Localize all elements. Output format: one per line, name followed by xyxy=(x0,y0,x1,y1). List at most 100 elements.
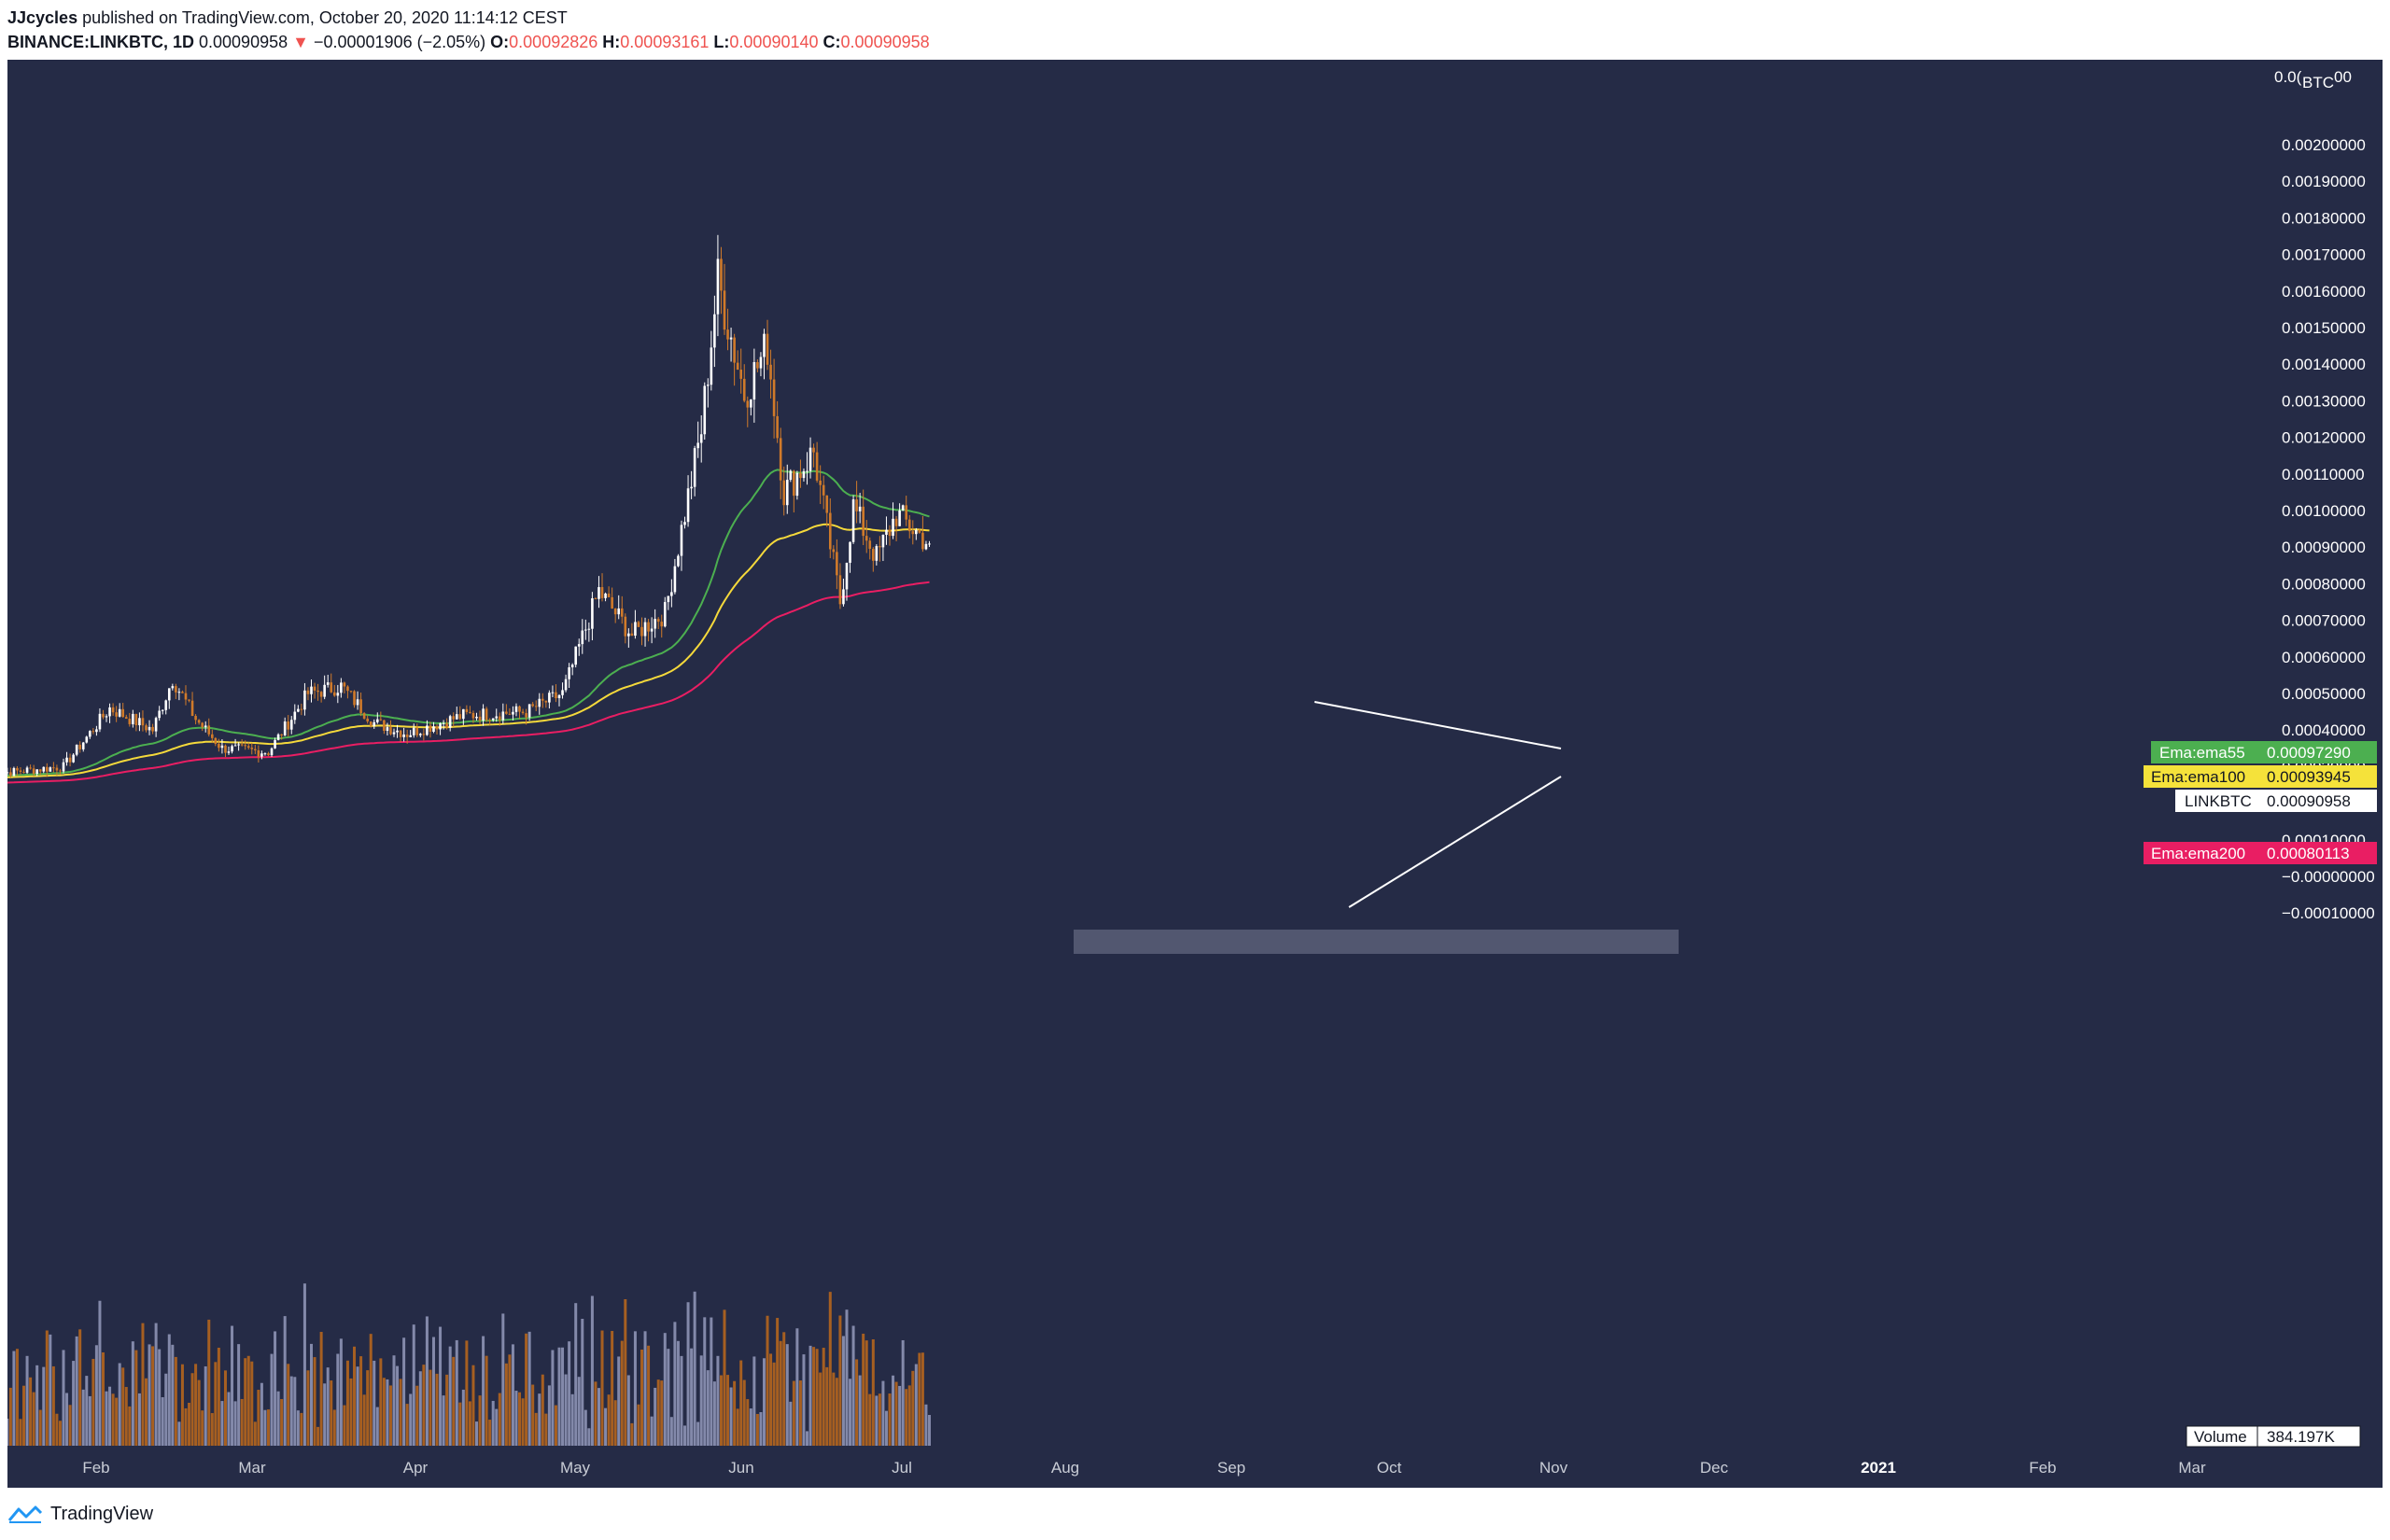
candle-body[interactable] xyxy=(630,633,634,637)
candle-body[interactable] xyxy=(512,711,514,715)
candle-body[interactable] xyxy=(789,470,793,481)
candle-body[interactable] xyxy=(396,730,399,733)
candle-body[interactable] xyxy=(25,767,29,773)
candle-body[interactable] xyxy=(190,700,194,717)
candle-body[interactable] xyxy=(95,729,98,733)
candle-body[interactable] xyxy=(386,727,389,732)
candle-body[interactable] xyxy=(521,711,525,714)
candle-body[interactable] xyxy=(600,587,604,598)
candle-body[interactable] xyxy=(518,706,521,712)
candle-body[interactable] xyxy=(604,593,607,598)
candle-body[interactable] xyxy=(739,370,742,379)
tradingview-logo-icon[interactable] xyxy=(7,1504,43,1524)
candle-body[interactable] xyxy=(62,762,65,772)
candle-body[interactable] xyxy=(683,522,686,525)
candle-body[interactable] xyxy=(98,713,102,730)
candle-body[interactable] xyxy=(680,525,683,556)
candle-body[interactable] xyxy=(349,691,353,693)
candle-body[interactable] xyxy=(822,484,825,496)
candle-body[interactable] xyxy=(207,725,211,735)
candle-body[interactable] xyxy=(211,734,214,738)
candle-body[interactable] xyxy=(901,505,905,511)
candle-body[interactable] xyxy=(89,731,91,737)
candle-body[interactable] xyxy=(260,753,263,757)
candle-body[interactable] xyxy=(171,686,175,689)
candle-body[interactable] xyxy=(29,767,32,769)
candle-body[interactable] xyxy=(134,713,138,726)
candle-body[interactable] xyxy=(862,506,865,537)
candle-body[interactable] xyxy=(514,706,518,712)
candle-body[interactable] xyxy=(175,686,177,693)
candle-body[interactable] xyxy=(111,707,115,713)
candle-body[interactable] xyxy=(643,622,647,637)
candle-body[interactable] xyxy=(283,721,287,736)
triangle-lower-trendline[interactable] xyxy=(1348,776,1562,908)
candle-body[interactable] xyxy=(482,708,485,721)
candle-body[interactable] xyxy=(620,608,624,617)
candle-body[interactable] xyxy=(75,744,78,755)
candle-body[interactable] xyxy=(879,546,881,548)
candle-body[interactable] xyxy=(177,692,181,693)
candle-body[interactable] xyxy=(587,628,591,630)
candle-body[interactable] xyxy=(297,708,300,712)
candle-body[interactable] xyxy=(894,518,898,526)
candle-body[interactable] xyxy=(690,486,693,489)
candle-body[interactable] xyxy=(81,742,85,749)
candle-body[interactable] xyxy=(105,716,108,718)
candle-body[interactable] xyxy=(772,379,776,416)
candle-body[interactable] xyxy=(495,716,499,719)
candle-body[interactable] xyxy=(527,704,531,718)
candle-body[interactable] xyxy=(613,608,617,615)
candle-body[interactable] xyxy=(300,708,303,710)
candle-body[interactable] xyxy=(782,480,786,506)
candle-body[interactable] xyxy=(915,529,918,535)
candle-body[interactable] xyxy=(720,259,723,291)
candle-body[interactable] xyxy=(756,361,759,369)
candle-body[interactable] xyxy=(141,718,145,726)
candle-body[interactable] xyxy=(699,434,703,443)
candle-body[interactable] xyxy=(611,596,613,609)
candle-body[interactable] xyxy=(759,357,763,369)
candle-body[interactable] xyxy=(115,712,118,717)
candle-body[interactable] xyxy=(399,730,402,737)
candle-body[interactable] xyxy=(544,700,548,703)
candle-body[interactable] xyxy=(776,415,779,439)
candle-body[interactable] xyxy=(849,541,851,564)
candle-body[interactable] xyxy=(832,549,836,553)
candle-body[interactable] xyxy=(742,378,746,401)
candle-body[interactable] xyxy=(491,718,495,721)
candle-body[interactable] xyxy=(746,400,750,408)
ema55-line[interactable] xyxy=(7,469,930,777)
candle-body[interactable] xyxy=(432,726,435,733)
candle-body[interactable] xyxy=(696,442,699,449)
candle-body[interactable] xyxy=(541,698,544,701)
candle-body[interactable] xyxy=(49,767,52,772)
candle-body[interactable] xyxy=(455,714,458,720)
candle-body[interactable] xyxy=(828,512,832,550)
candle-body[interactable] xyxy=(422,734,426,735)
candle-body[interactable] xyxy=(151,726,154,732)
candle-body[interactable] xyxy=(677,555,680,567)
candle-body[interactable] xyxy=(752,361,756,400)
candle-body[interactable] xyxy=(59,770,62,772)
candle-body[interactable] xyxy=(392,732,396,735)
candle-body[interactable] xyxy=(402,734,405,737)
candle-body[interactable] xyxy=(548,693,551,703)
candle-body[interactable] xyxy=(220,745,224,749)
candle-body[interactable] xyxy=(65,757,68,763)
candle-body[interactable] xyxy=(806,470,808,472)
candle-body[interactable] xyxy=(246,746,250,749)
candle-body[interactable] xyxy=(624,616,627,637)
candle-body[interactable] xyxy=(303,690,306,710)
candle-body[interactable] xyxy=(194,716,197,721)
candle-body[interactable] xyxy=(419,734,422,735)
candle-body[interactable] xyxy=(145,725,148,731)
candle-body[interactable] xyxy=(667,595,670,603)
candle-body[interactable] xyxy=(369,721,373,726)
candle-body[interactable] xyxy=(670,592,673,596)
candle-body[interactable] xyxy=(68,757,72,763)
candle-body[interactable] xyxy=(102,713,105,718)
candle-body[interactable] xyxy=(287,721,290,730)
candle-body[interactable] xyxy=(577,644,581,647)
candle-body[interactable] xyxy=(892,518,894,537)
